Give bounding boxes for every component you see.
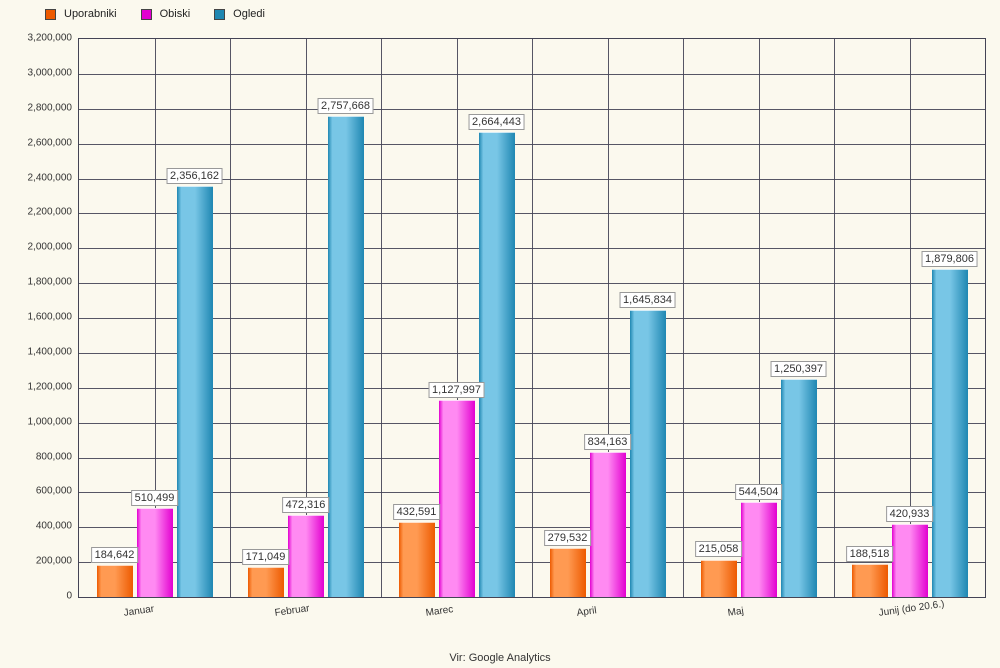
bar-value-label: 1,250,397	[770, 361, 827, 377]
bar-ogledi	[479, 132, 515, 597]
y-axis-tick: 2,000,000	[4, 242, 72, 253]
y-axis-tick: 1,200,000	[4, 381, 72, 392]
x-axis-category: Januar	[123, 604, 155, 619]
x-axis-category: Februar	[274, 603, 310, 619]
bar-value-label: 1,127,997	[428, 382, 485, 398]
gridline-vertical	[683, 39, 684, 597]
bar-value-label: 188,518	[846, 546, 894, 562]
legend-item-obiski: Obiski	[141, 8, 191, 20]
y-axis-tick: 2,600,000	[4, 137, 72, 148]
bar-obiski	[137, 508, 173, 597]
x-axis-category: Junij (do 20.6.)	[878, 599, 945, 619]
plot-area: 184,642 510,499 2,356,162 171,049 472,316 2,7…	[78, 38, 986, 598]
bar-value-label: 510,499	[131, 490, 179, 506]
bar-value-label: 1,645,834	[619, 292, 676, 308]
chart-container: Uporabniki Obiski Ogledi 184,642 510,499 2…	[0, 0, 1000, 668]
bar-ogledi	[932, 269, 968, 597]
y-axis-tick: 0	[4, 591, 72, 602]
bar-ogledi	[177, 186, 213, 597]
x-axis-category: Marec	[425, 604, 454, 619]
bar-ogledi	[328, 116, 364, 597]
y-axis-tick: 3,000,000	[4, 67, 72, 78]
bar-value-label: 184,642	[91, 547, 139, 563]
legend-label: Ogledi	[233, 8, 265, 20]
gridline-vertical	[230, 39, 231, 597]
y-axis-tick: 600,000	[4, 486, 72, 497]
y-axis-tick: 400,000	[4, 521, 72, 532]
legend-label: Obiski	[160, 8, 191, 20]
bar-obiski	[590, 452, 626, 597]
y-axis-tick: 2,200,000	[4, 207, 72, 218]
bar-value-label: 834,163	[584, 434, 632, 450]
y-axis-tick: 200,000	[4, 556, 72, 567]
y-axis-tick: 1,400,000	[4, 346, 72, 357]
bar-value-label: 472,316	[282, 497, 330, 513]
gridline-vertical	[306, 39, 307, 597]
bar-value-label: 279,532	[544, 530, 592, 546]
bar-obiski	[439, 400, 475, 597]
gridline-vertical	[532, 39, 533, 597]
chart-source: Vir: Google Analytics	[0, 652, 1000, 664]
bar-obiski	[892, 524, 928, 597]
bar-uporabniki	[550, 548, 586, 597]
y-axis-tick: 1,800,000	[4, 277, 72, 288]
bar-uporabniki	[248, 567, 284, 597]
bar-value-label: 1,879,806	[921, 251, 978, 267]
legend-swatch-ogledi	[214, 9, 225, 20]
bar-uporabniki	[701, 560, 737, 598]
bar-value-label: 432,591	[393, 504, 441, 520]
bar-obiski	[288, 515, 324, 597]
bar-ogledi	[781, 379, 817, 597]
y-axis-tick: 1,600,000	[4, 312, 72, 323]
bar-value-label: 544,504	[735, 484, 783, 500]
bar-uporabniki	[852, 564, 888, 597]
bar-value-label: 2,757,668	[317, 98, 374, 114]
legend: Uporabniki Obiski Ogledi	[45, 8, 265, 20]
y-axis-tick: 3,200,000	[4, 33, 72, 44]
x-axis-category: April	[576, 605, 597, 619]
gridline-vertical	[381, 39, 382, 597]
bar-value-label: 215,058	[695, 541, 743, 557]
legend-swatch-obiski	[141, 9, 152, 20]
legend-item-ogledi: Ogledi	[214, 8, 265, 20]
bar-uporabniki	[97, 565, 133, 597]
legend-item-uporabniki: Uporabniki	[45, 8, 117, 20]
bar-value-label: 171,049	[242, 549, 290, 565]
bar-value-label: 420,933	[886, 506, 934, 522]
y-axis-tick: 800,000	[4, 451, 72, 462]
bar-obiski	[741, 502, 777, 597]
legend-swatch-uporabniki	[45, 9, 56, 20]
bar-ogledi	[630, 310, 666, 597]
y-axis-tick: 1,000,000	[4, 416, 72, 427]
x-axis-category: Maj	[727, 606, 744, 619]
gridline-vertical	[834, 39, 835, 597]
bar-value-label: 2,664,443	[468, 114, 525, 130]
y-axis-tick: 2,400,000	[4, 172, 72, 183]
y-axis-tick: 2,800,000	[4, 102, 72, 113]
legend-label: Uporabniki	[64, 8, 117, 20]
bar-value-label: 2,356,162	[166, 168, 223, 184]
bar-uporabniki	[399, 522, 435, 597]
